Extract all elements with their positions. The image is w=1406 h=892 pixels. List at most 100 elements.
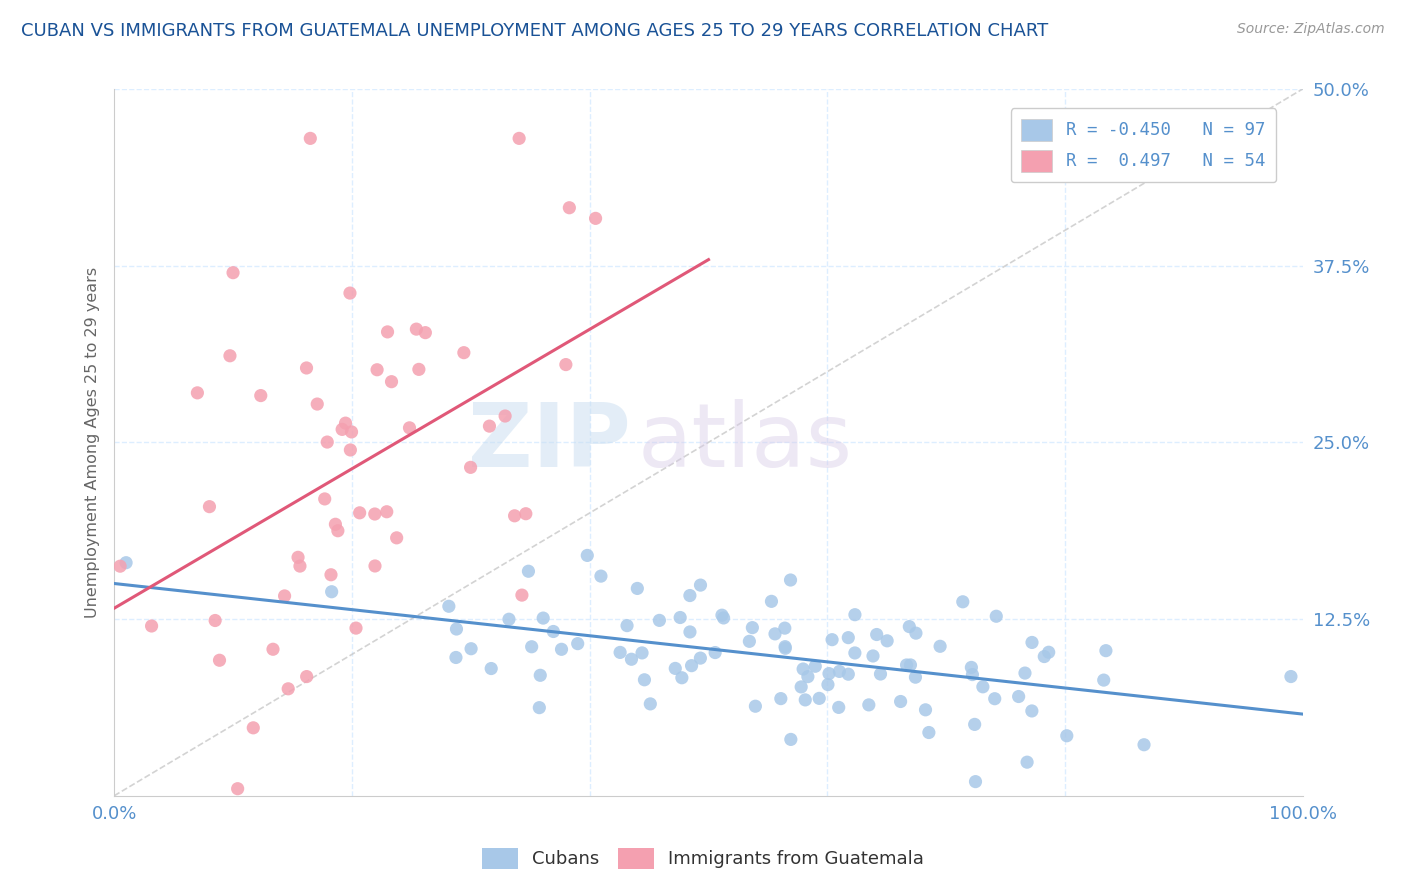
Point [589,569,612,583]
Point [876,633,898,648]
Point [1017,755,1039,769]
Point [986,609,1008,624]
Point [460,641,482,656]
Point [1038,645,1060,659]
Point [330,422,353,436]
Point [679,589,702,603]
Point [1056,729,1078,743]
Point [898,619,921,633]
Point [375,505,398,519]
Point [828,700,851,714]
Text: ZIP: ZIP [468,399,631,486]
Point [664,661,686,675]
Point [828,665,851,679]
Point [1279,669,1302,683]
Point [108,559,131,574]
Point [741,621,763,635]
Point [952,595,974,609]
Point [204,614,226,628]
Point [744,699,766,714]
Point [307,397,329,411]
Point [339,286,361,301]
Point [844,607,866,622]
Point [340,425,363,439]
Point [1021,704,1043,718]
Point [844,646,866,660]
Legend: Cubans, Immigrants from Guatemala: Cubans, Immigrants from Guatemala [475,840,931,876]
Point [837,667,859,681]
Text: CUBAN VS IMMIGRANTS FROM GUATEMALA UNEMPLOYMENT AMONG AGES 25 TO 29 YEARS CORREL: CUBAN VS IMMIGRANTS FROM GUATEMALA UNEMP… [21,22,1049,40]
Point [821,632,844,647]
Point [914,703,936,717]
Point [503,508,526,523]
Point [550,642,572,657]
Point [377,325,399,339]
Point [1007,690,1029,704]
Point [531,611,554,625]
Point [890,694,912,708]
Point [554,358,576,372]
Point [277,681,299,696]
Point [520,640,543,654]
Point [558,201,581,215]
Point [208,653,231,667]
Point [567,637,589,651]
Point [808,691,831,706]
Point [226,781,249,796]
Point [316,435,339,450]
Point [761,594,783,608]
Point [380,375,402,389]
Point [326,524,349,538]
Point [633,673,655,687]
Point [609,645,631,659]
Point [339,442,361,457]
Point [779,732,801,747]
Point [479,661,502,675]
Point [115,556,138,570]
Point [408,362,430,376]
Point [299,131,322,145]
Point [364,507,387,521]
Point [515,507,537,521]
Point [904,670,927,684]
Point [295,361,318,376]
Point [1092,673,1115,687]
Text: Source: ZipAtlas.com: Source: ZipAtlas.com [1237,22,1385,37]
Point [689,651,711,665]
Legend: R = -0.450   N = 97, R =  0.497   N = 54: R = -0.450 N = 97, R = 0.497 N = 54 [1011,108,1277,182]
Point [972,680,994,694]
Point [460,460,482,475]
Point [349,506,371,520]
Point [804,659,827,673]
Point [648,613,671,627]
Point [792,662,814,676]
Point [576,549,599,563]
Point [1014,666,1036,681]
Point [446,622,468,636]
Point [186,385,208,400]
Point [929,640,952,654]
Point [222,266,245,280]
Point [862,648,884,663]
Point [529,668,551,682]
Point [242,721,264,735]
Point [963,717,986,731]
Point [779,573,801,587]
Point [364,558,387,573]
Point [775,641,797,656]
Point [679,624,702,639]
Point [498,612,520,626]
Point [689,578,711,592]
Point [585,211,607,226]
Point [797,670,820,684]
Point [415,326,437,340]
Point [444,650,467,665]
Point [288,559,311,574]
Point [385,531,408,545]
Point [1033,649,1056,664]
Point [904,626,927,640]
Point [319,567,342,582]
Point [494,409,516,423]
Point [478,419,501,434]
Point [773,640,796,654]
